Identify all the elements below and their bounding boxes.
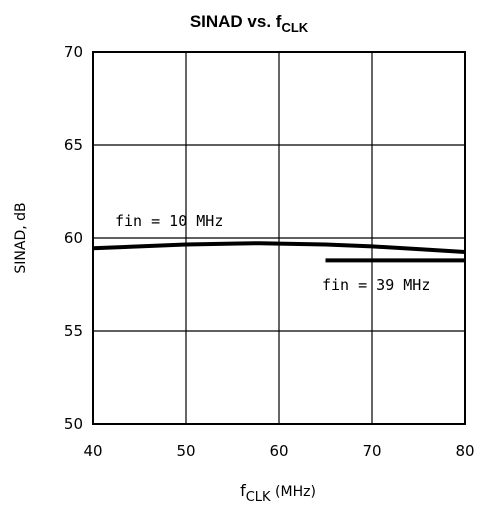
- x-tick-80: 80: [455, 442, 474, 460]
- x-tick-70: 70: [362, 442, 381, 460]
- x-tick-labels: 40 50 60 70 80: [83, 442, 474, 460]
- x-tick-40: 40: [83, 442, 102, 460]
- x-axis-label: fCLK (MHz): [240, 481, 316, 505]
- y-tick-70: 70: [64, 43, 83, 61]
- chart-title: SINAD vs. fCLK: [190, 12, 309, 35]
- series-lines: [92, 241, 466, 263]
- x-axis-label-sub: CLK: [246, 490, 271, 505]
- x-tick-50: 50: [176, 442, 195, 460]
- y-tick-65: 65: [64, 136, 83, 154]
- series-label-fin-10mhz: fin = 10 MHz: [115, 212, 223, 230]
- chart-title-sub: CLK: [281, 20, 308, 35]
- y-tick-55: 55: [64, 322, 83, 340]
- x-tick-60: 60: [269, 442, 288, 460]
- chart-title-main: SINAD vs. f: [190, 12, 282, 31]
- plot-grid: [93, 52, 465, 424]
- series-line-0: [92, 241, 466, 254]
- series-label-fin-39mhz: fin = 39 MHz: [322, 276, 430, 294]
- y-tick-labels: 70 65 60 55 50: [64, 43, 83, 433]
- y-axis-label: SINAD, dB: [13, 202, 29, 273]
- x-axis-label-main: f: [240, 481, 246, 500]
- plot-frame: [92, 51, 466, 425]
- x-axis-label-unit: (MHz): [271, 484, 316, 500]
- y-tick-60: 60: [64, 229, 83, 247]
- y-tick-50: 50: [64, 415, 83, 433]
